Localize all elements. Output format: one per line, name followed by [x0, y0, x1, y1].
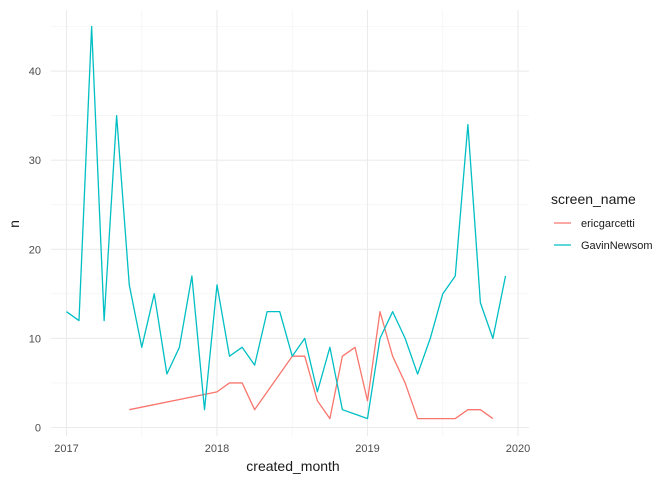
legend-label-gavinnewsom: GavinNewsom — [581, 240, 653, 252]
legend: screen_name ericgarcetti GavinNewsom — [551, 191, 653, 252]
y-tick-label: 0 — [35, 423, 41, 435]
x-tick-label: 2019 — [355, 443, 379, 455]
legend-label-ericgarcetti: ericgarcetti — [581, 218, 635, 230]
legend-title: screen_name — [551, 191, 636, 207]
minor-gridlines — [51, 10, 529, 436]
y-axis-title: n — [6, 220, 22, 228]
y-tick-label: 10 — [29, 333, 41, 345]
major-gridlines — [51, 10, 529, 436]
series-line-gavinnewsom — [66, 25, 507, 420]
y-tick-label: 30 — [29, 155, 41, 167]
x-axis-ticks: 2017 2018 2019 2020 — [54, 443, 530, 455]
y-tick-label: 20 — [29, 244, 41, 256]
x-tick-label: 2017 — [54, 443, 78, 455]
series-lines — [66, 25, 507, 420]
x-tick-label: 2020 — [506, 443, 530, 455]
x-tick-label: 2018 — [205, 443, 229, 455]
y-tick-label: 40 — [29, 66, 41, 78]
series-line-ericgarcetti — [129, 311, 494, 420]
x-axis-title: created_month — [246, 458, 339, 474]
y-axis-ticks: 0 10 20 30 40 — [29, 66, 41, 434]
